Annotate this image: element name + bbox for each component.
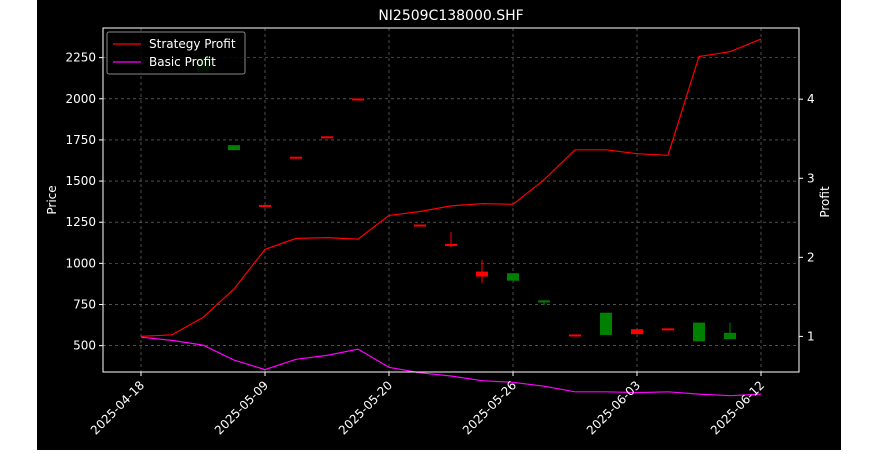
candle-body (228, 145, 240, 151)
y-right-tick-label: 1 (807, 329, 815, 343)
x-tick-label: 2025-05-26 (460, 378, 519, 437)
chart-title: NI2509C138000.SHF (378, 8, 523, 24)
candle-body (662, 328, 674, 331)
y-axis-left-label: Price (45, 185, 59, 214)
candle-body (321, 136, 333, 139)
candle-body (600, 312, 612, 335)
y-right-tick-label: 4 (807, 92, 815, 106)
y-left-tick-label: 500 (73, 339, 96, 353)
candle-body (507, 273, 519, 281)
strategy-profit-line (140, 38, 762, 337)
y-left-tick-label: 1250 (65, 215, 96, 229)
candle-body (414, 224, 426, 227)
chart-figure: NI2509C138000.SHF 500 750 1000 1250 1500 1750… (37, 0, 841, 450)
y-axis-right-label: Profit (818, 186, 832, 218)
y-left-tick-label: 2000 (65, 92, 96, 106)
candle-body (290, 156, 302, 159)
y-right-tick-label: 2 (807, 250, 815, 264)
basic-profit-line (140, 336, 762, 397)
candle-body (569, 334, 581, 337)
y-left-tick-label: 1000 (65, 256, 96, 270)
y-right-tick-label: 3 (807, 171, 815, 185)
legend-basic-label: Basic Profit (149, 55, 216, 69)
x-tick-label: 2025-06-03 (584, 378, 643, 437)
axis-layer: 500 750 1000 1250 1500 1750 2000 2250 1 2 3 4 2025-0… (65, 51, 814, 438)
candle-body (476, 271, 488, 277)
x-tick-label: 2025-05-20 (336, 378, 395, 437)
legend-box (106, 31, 246, 75)
legend: Strategy Profit Basic Profit (106, 31, 246, 75)
y-left-tick-label: 750 (73, 298, 96, 312)
candle-body (445, 243, 457, 247)
chart-svg: NI2509C138000.SHF 500 750 1000 1250 1500 1750… (45, 8, 832, 438)
y-left-tick-label: 1500 (65, 174, 96, 188)
candle-body (538, 300, 550, 303)
x-tick-label: 2025-04-18 (88, 378, 147, 437)
plot-frame (102, 27, 800, 373)
x-tick-label: 2025-06-12 (708, 378, 767, 437)
y-left-tick-label: 2250 (65, 51, 96, 65)
x-tick-label: 2025-05-09 (212, 378, 271, 437)
candle-body (693, 322, 705, 342)
candle-body (724, 332, 736, 340)
y-left-tick-label: 1750 (65, 133, 96, 147)
candle-body (631, 329, 643, 335)
candle-body (259, 204, 271, 207)
line-layer (140, 38, 762, 397)
grid-layer (103, 28, 799, 372)
candle-layer (197, 56, 736, 342)
legend-strategy-label: Strategy Profit (149, 37, 236, 51)
candle-body (352, 98, 364, 101)
